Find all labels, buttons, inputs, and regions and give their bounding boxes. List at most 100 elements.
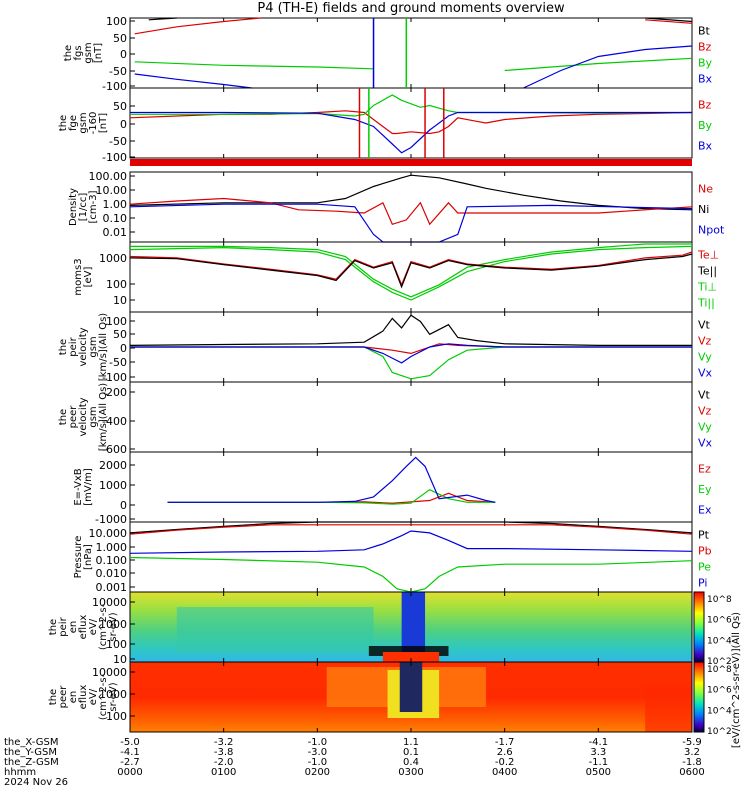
y-axis-label-line: the bbox=[48, 689, 59, 705]
y-tick-label: 100 bbox=[106, 638, 127, 651]
legend-Vt: Vt bbox=[698, 389, 711, 402]
y-axis-label-line: gsm bbox=[78, 112, 89, 133]
y-tick-label: 1000 bbox=[99, 688, 127, 701]
y-tick-label: 50 bbox=[113, 32, 127, 45]
legend-Ti||: Ti|| bbox=[697, 296, 715, 309]
series-fgs-Bz_late bbox=[645, 19, 693, 24]
legend-Bz: Bz bbox=[698, 41, 712, 54]
legend-By: By bbox=[698, 57, 713, 70]
legend-Pt: Pt bbox=[698, 529, 710, 542]
series-fgs-Bt bbox=[148, 17, 177, 21]
y-axis-label-line: eflux bbox=[78, 615, 89, 640]
series-density-Ne bbox=[129, 197, 693, 226]
y-axis-label: the peir en eflux eV/(cm^2-s-sr-eV) bbox=[48, 603, 119, 650]
y-axis-label-line: eV/ bbox=[88, 688, 99, 705]
y-axis-label-line: eflux bbox=[78, 685, 89, 710]
y-axis-label-line: (cm^2-s- bbox=[98, 673, 109, 720]
x-tick-label: -3.8 bbox=[214, 747, 234, 758]
y-axis-label-line: eV/ bbox=[88, 618, 99, 635]
y-axis-label-line: fge bbox=[68, 115, 79, 131]
panel-frame-fgs bbox=[129, 17, 693, 89]
x-tick-label: 0000 bbox=[117, 767, 142, 778]
panel-frame-moms bbox=[129, 241, 693, 313]
series-pressure-Pt bbox=[129, 521, 693, 534]
y-axis-label: the peer en eflux eV/(cm^2-s-sr-eV) bbox=[48, 673, 119, 720]
y-axis-label-line: [nT] bbox=[98, 113, 109, 133]
x-tick-label: 1.1 bbox=[403, 737, 419, 748]
x-tick-label: -2.7 bbox=[120, 757, 140, 768]
legend-Bt: Bt bbox=[698, 25, 711, 38]
colorbar-tick-label: 10^8 bbox=[707, 665, 732, 675]
y-axis-label-line: [eV] bbox=[83, 267, 94, 288]
legend-Pe: Pe bbox=[698, 561, 711, 574]
y-tick-label: -100 bbox=[102, 80, 127, 93]
y-tick-label: -200 bbox=[102, 386, 127, 399]
y-axis-label-line: [1/cc] bbox=[78, 193, 89, 222]
y-tick-label: 10000 bbox=[92, 666, 127, 679]
y-axis-label-line: sr-eV) bbox=[108, 682, 119, 711]
x-tick-label: -1.8 bbox=[682, 757, 702, 768]
series-density-Ni bbox=[129, 174, 693, 211]
x-tick-label: 2.6 bbox=[497, 747, 513, 758]
y-axis-label: E=-VxB [mV/m] bbox=[73, 468, 94, 506]
legend-Ni: Ni bbox=[698, 203, 709, 216]
series-efield-Ex bbox=[167, 456, 496, 503]
y-tick-label: -100 bbox=[102, 151, 127, 164]
y-axis-label-line: en bbox=[68, 691, 79, 704]
x-row-label: hhmm bbox=[4, 767, 36, 778]
legend-Vx: Vx bbox=[698, 436, 713, 449]
y-axis-label: Density [1/cc] [cm-3] bbox=[68, 188, 99, 226]
legend-By: By bbox=[698, 119, 713, 132]
legend-Ne: Ne bbox=[698, 182, 713, 195]
y-tick-label: 0 bbox=[120, 342, 127, 355]
y-axis-label: Pressure [nPa] bbox=[73, 536, 94, 579]
y-axis-label-line: moms3 bbox=[73, 258, 84, 295]
y-axis-label-line: sr-eV) bbox=[108, 612, 119, 641]
series-pressure-Pb bbox=[129, 524, 693, 535]
x-tick-label: -3.0 bbox=[308, 747, 328, 758]
y-axis-label-line: the bbox=[48, 619, 59, 635]
colorbar-tick-label: 10^8 bbox=[707, 595, 732, 605]
y-tick-label: 0 bbox=[120, 118, 127, 131]
y-tick-label: -1000 bbox=[95, 513, 127, 526]
colorbar-tick-label: 10^4 bbox=[707, 636, 732, 646]
y-axis-label-line: peir bbox=[68, 336, 79, 356]
ion-spectrogram-dropout bbox=[401, 592, 426, 662]
x-tick-label: 0300 bbox=[398, 767, 423, 778]
x-tick-label: 0400 bbox=[492, 767, 517, 778]
x-tick-label: -1.7 bbox=[495, 737, 515, 748]
colorbar-tick-label: 10^6 bbox=[707, 616, 732, 626]
ion-spectrogram-edge bbox=[368, 646, 449, 656]
x-tick-label: -1.0 bbox=[308, 737, 328, 748]
x-row-label: the_X-GSM bbox=[4, 737, 58, 748]
x-tick-label: -5.9 bbox=[682, 737, 702, 748]
x-tick-label: -3.2 bbox=[214, 737, 234, 748]
y-axis-label-line: [km/s](All Qs) bbox=[98, 383, 109, 451]
y-axis-label-line: [km/s](All Qs) bbox=[98, 313, 109, 381]
ion-spectrogram-band bbox=[176, 607, 374, 652]
y-tick-label: 1000 bbox=[99, 479, 127, 492]
y-tick-label: 0.100 bbox=[96, 554, 128, 567]
y-tick-label: -50 bbox=[109, 356, 127, 369]
x-tick-label: -1.1 bbox=[589, 757, 609, 768]
y-tick-label: 100.00 bbox=[89, 170, 128, 183]
y-tick-label: -400 bbox=[102, 415, 127, 428]
x-tick-label: -0.2 bbox=[495, 757, 515, 768]
y-axis-label-line: peer bbox=[68, 405, 79, 429]
y-tick-label: 1000 bbox=[99, 252, 127, 265]
legend-Pb: Pb bbox=[698, 545, 712, 558]
y-axis-label-line: [nPa] bbox=[83, 544, 94, 570]
y-axis-label: moms3 [eV] bbox=[73, 258, 94, 295]
colorbar-label-text: [eV/(cm^2-s-sr-eV)](All Qs) bbox=[731, 612, 742, 748]
colorbar-tick-label: 10^2 bbox=[707, 727, 732, 737]
y-tick-label: 0 bbox=[120, 48, 127, 61]
y-tick-label: 50 bbox=[113, 100, 127, 113]
colorbar-tick-label: 10^2 bbox=[707, 657, 732, 667]
ion-spectrogram-edge-low bbox=[382, 652, 440, 662]
y-tick-label: 100 bbox=[106, 278, 127, 291]
y-axis-label: the peer velocity gsm [km/s](All Qs) bbox=[58, 383, 109, 451]
x-tick-label: -4.1 bbox=[120, 747, 140, 758]
y-axis-label-line: [nT] bbox=[93, 43, 104, 63]
